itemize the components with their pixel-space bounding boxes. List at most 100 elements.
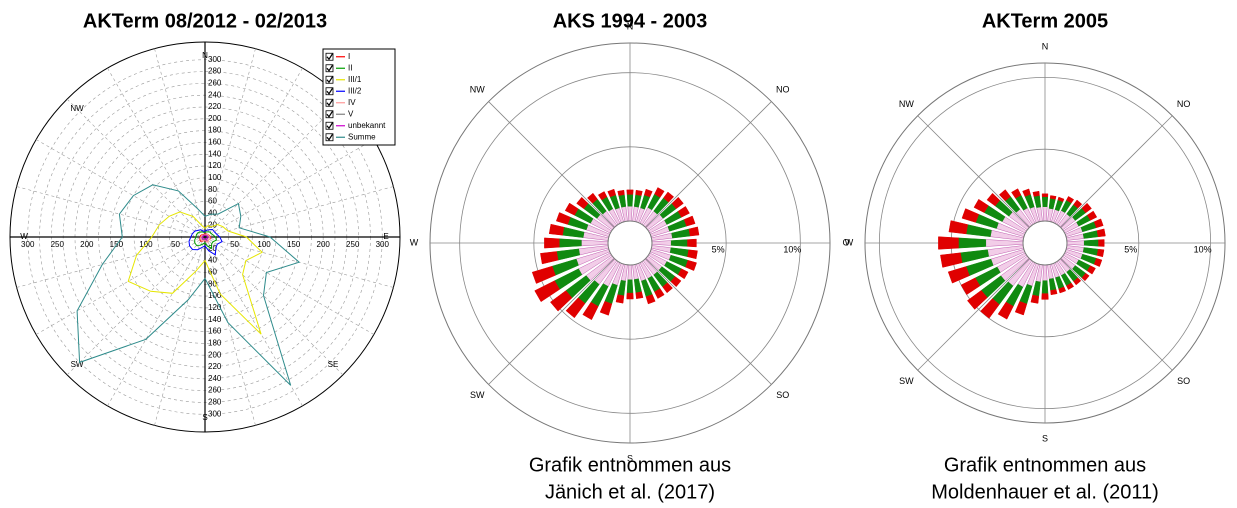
tick-label: 5% xyxy=(1124,244,1137,254)
spoke xyxy=(107,236,206,407)
direction-label: N xyxy=(202,51,208,60)
spoke xyxy=(154,48,206,238)
y-tick-label: 200 xyxy=(208,350,222,359)
legend-check xyxy=(326,122,334,130)
x-tick-label: 150 xyxy=(287,240,301,249)
y-tick-label: 140 xyxy=(208,149,222,158)
tick-label: 10% xyxy=(1194,244,1212,254)
spoke xyxy=(204,98,344,238)
bar-segment xyxy=(548,223,565,236)
direction-label: NW xyxy=(899,99,914,109)
y-tick-label: 180 xyxy=(208,126,222,135)
tick-label: 10% xyxy=(783,244,801,254)
series-line xyxy=(194,231,217,250)
bar-segment xyxy=(677,268,689,280)
y-tick-label: 280 xyxy=(208,67,222,76)
bar-segment xyxy=(670,276,682,288)
y-tick-label: 160 xyxy=(208,138,222,147)
legend-check xyxy=(326,133,334,141)
direction-label: S xyxy=(202,413,207,422)
spoke xyxy=(204,186,394,238)
spoke xyxy=(1060,258,1173,371)
y-tick-label: 60 xyxy=(208,197,217,206)
bar-segment xyxy=(960,277,981,295)
bar-segment xyxy=(626,292,634,300)
legend-checkbox xyxy=(325,87,334,96)
x-tick-label: 50 xyxy=(171,240,180,249)
bar-segment xyxy=(958,237,987,249)
bar-segment xyxy=(531,265,556,284)
bar-segment xyxy=(1057,196,1065,203)
calm-circle xyxy=(607,220,653,266)
y-tick-label: 60 xyxy=(208,268,217,277)
y-tick-label: 200 xyxy=(208,114,222,123)
legend-label: II xyxy=(348,63,352,72)
bar-segment xyxy=(1022,188,1031,197)
y-tick-label: 300 xyxy=(208,409,222,418)
x-tick-label: 250 xyxy=(51,240,65,249)
y-tick-label: 220 xyxy=(208,362,222,371)
chart-title: AKTerm 2005 xyxy=(982,10,1108,32)
bar-segment xyxy=(947,266,970,284)
bar-segment xyxy=(635,189,643,196)
bar-segment xyxy=(1049,195,1057,200)
series-line xyxy=(199,233,211,243)
caption: Grafik entnommen aus xyxy=(529,454,731,476)
direction-label: NW xyxy=(70,104,84,113)
grid-circle xyxy=(878,76,1212,410)
y-tick-label: 260 xyxy=(208,386,222,395)
y-tick-label: 120 xyxy=(208,303,222,312)
direction-label: NW xyxy=(470,85,485,95)
bar-segment xyxy=(555,212,571,225)
direction-label: SW xyxy=(899,376,914,386)
chart-title: AKS 1994 - 2003 xyxy=(553,10,708,32)
x-tick-label: 300 xyxy=(376,240,390,249)
spoke xyxy=(35,236,206,335)
bar-segment xyxy=(938,236,959,250)
bar-segment xyxy=(1096,248,1105,258)
direction-label: SO xyxy=(776,390,789,400)
direction-label: O xyxy=(842,237,849,247)
direction-label: SW xyxy=(71,360,84,369)
direction-label: S xyxy=(627,453,633,463)
bar-segment xyxy=(1041,196,1049,207)
bar-segment xyxy=(980,298,1000,319)
bar-segment xyxy=(617,189,625,196)
bar-segment xyxy=(540,251,559,265)
bar-segment xyxy=(687,238,697,248)
series-line xyxy=(188,228,223,256)
bar-segment xyxy=(626,189,634,195)
legend-label: I xyxy=(348,52,350,61)
bar-segment xyxy=(643,188,653,198)
spoke xyxy=(1060,115,1173,228)
bar-segment xyxy=(626,194,634,207)
bar-segment xyxy=(558,238,582,248)
caption: Moldenhauer et al. (2011) xyxy=(931,481,1159,503)
direction-label: W xyxy=(20,232,28,241)
direction-label: SW xyxy=(470,390,485,400)
bar-segment xyxy=(1083,239,1099,247)
bar-segment xyxy=(1096,228,1106,238)
direction-label: NO xyxy=(776,85,790,95)
direction-label: N xyxy=(1042,41,1049,51)
y-tick-label: 300 xyxy=(208,55,222,64)
x-tick-label: 200 xyxy=(80,240,94,249)
grid-circle xyxy=(459,72,801,414)
y-tick-label: 280 xyxy=(208,398,222,407)
x-tick-label: 50 xyxy=(230,240,239,249)
spoke xyxy=(66,98,206,238)
bar-segment xyxy=(1041,280,1049,294)
bar-segment xyxy=(582,301,599,321)
bar-segment xyxy=(564,202,579,216)
legend-check xyxy=(326,110,334,118)
bar-segment xyxy=(1073,199,1083,209)
bar-segment xyxy=(1030,294,1040,304)
series-line xyxy=(201,234,209,242)
bar-segment xyxy=(1066,240,1085,246)
spoke xyxy=(204,236,303,407)
y-tick-label: 160 xyxy=(208,327,222,336)
x-tick-label: 300 xyxy=(21,240,35,249)
spoke xyxy=(204,236,344,376)
x-tick-label: 250 xyxy=(346,240,360,249)
